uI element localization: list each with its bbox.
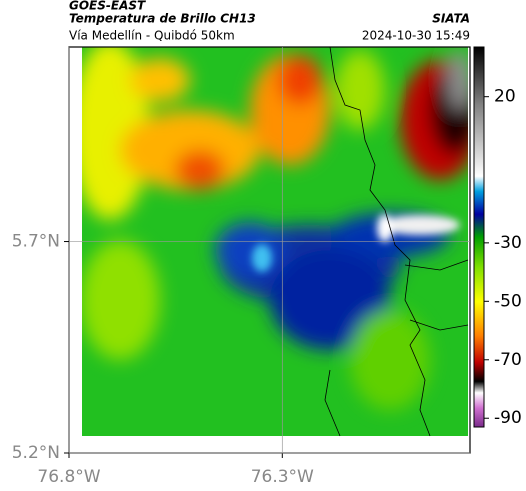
y-tick-label: 5.7°N bbox=[12, 232, 60, 252]
title: Temperatura de Brillo CH13 bbox=[69, 12, 256, 26]
subtitle: Vía Medellín - Quibdó 50km bbox=[69, 29, 235, 43]
brand: SIATA bbox=[432, 12, 470, 26]
colorbar bbox=[473, 46, 485, 428]
colorbar-label: -90 bbox=[494, 408, 522, 428]
timestamp: 2024-10-30 15:49 bbox=[362, 29, 470, 43]
colorbar-label: 20 bbox=[494, 87, 516, 107]
colorbar-label: -50 bbox=[494, 291, 522, 311]
colorbar-label: -70 bbox=[494, 350, 522, 370]
boundaries bbox=[324, 46, 469, 437]
x-tick-label: 76.8°W bbox=[37, 467, 100, 487]
source: GOES-EAST bbox=[69, 0, 146, 13]
colorbar-label: -30 bbox=[494, 233, 522, 253]
y-tick-label: 5.2°N bbox=[12, 443, 60, 463]
heatmap bbox=[82, 47, 468, 436]
x-tick-label: 76.3°W bbox=[251, 467, 314, 487]
